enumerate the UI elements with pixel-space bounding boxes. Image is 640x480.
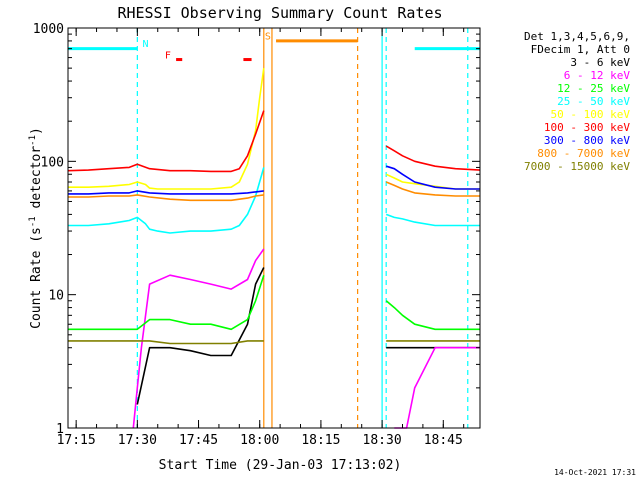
series-line <box>68 181 480 202</box>
legend-entry: 7000 - 15000 keV <box>524 160 630 173</box>
x-axis-label: Start Time (29-Jan-03 17:13:02) <box>159 458 402 473</box>
legend-header: Det 1,3,4,5,6,9, <box>524 30 630 43</box>
legend-entry: 25 - 50 keV <box>557 95 630 108</box>
legend-header: FDecim 1, Att 0 <box>531 43 630 56</box>
legend-entry: 6 - 12 keV <box>564 69 631 82</box>
legend-entry: 12 - 25 keV <box>557 82 630 95</box>
chart-title: RHESSI Observing Summary Count Rates <box>117 4 442 22</box>
x-tick-label: 18:30 <box>363 433 402 448</box>
event-label: F <box>165 51 171 62</box>
series-line <box>68 274 480 331</box>
legend-entry: 100 - 300 keV <box>544 121 630 134</box>
plot-area: N F S <box>67 28 481 429</box>
x-tick-label: 18:45 <box>424 433 463 448</box>
series-line <box>68 340 480 345</box>
x-tick-label: 17:30 <box>118 433 157 448</box>
y-axis-label-part: Count Rate (s <box>29 227 44 329</box>
x-tick-label: 17:45 <box>179 433 218 448</box>
legend-entry: 50 - 100 keV <box>551 108 631 121</box>
event-label: N <box>142 39 148 50</box>
y-axis-label-part: -1 <box>28 135 38 146</box>
series-line <box>68 165 480 195</box>
series-line <box>67 110 481 173</box>
y-axis-label-part: detector <box>29 146 44 217</box>
y-tick-label: 1000 <box>33 22 64 37</box>
legend-entry: 300 - 800 keV <box>544 134 630 147</box>
legend-entry: 800 - 7000 keV <box>537 147 630 160</box>
legend-entry: 3 - 6 keV <box>570 56 630 69</box>
y-axis-label: Count Rate (s-1 detector-1) <box>28 127 44 329</box>
axes: 17:15 17:30 17:45 18:00 18:15 18:30 18:45 1 10 10… <box>33 22 481 448</box>
x-tick-label: 17:15 <box>57 433 96 448</box>
event-label: S <box>265 31 271 42</box>
series-line <box>68 167 480 234</box>
legend: Det 1,3,4,5,6,9,FDecim 1, Att 03 - 6 keV… <box>524 30 630 173</box>
footer-date: 14-Oct-2021 17:31 <box>554 468 636 477</box>
y-tick-label: 100 <box>41 155 64 170</box>
y-axis-label-part: -1 <box>28 216 38 227</box>
y-axis-label-part: ) <box>29 127 44 135</box>
y-tick-label: 10 <box>48 289 64 304</box>
x-tick-label: 18:00 <box>240 433 279 448</box>
y-tick-label: 1 <box>56 422 64 437</box>
plot-frame <box>67 27 481 429</box>
x-tick-label: 18:15 <box>301 433 340 448</box>
